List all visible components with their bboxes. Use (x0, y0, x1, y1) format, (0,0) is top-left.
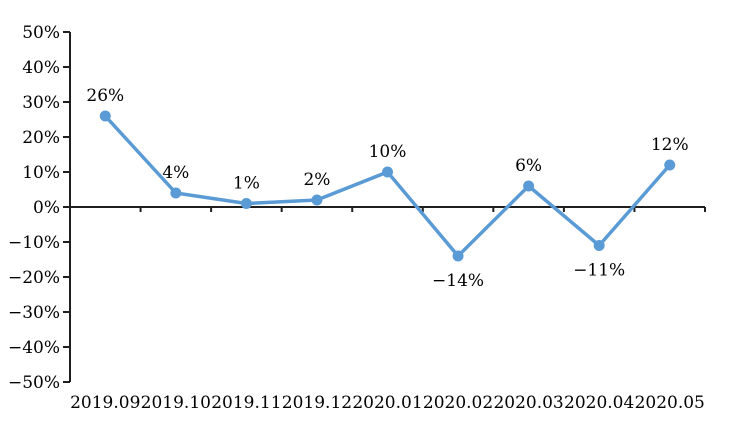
data-point-label: −11% (573, 261, 625, 281)
x-category-label: 2020.04 (564, 393, 634, 413)
data-line (103, 114, 672, 258)
data-point-label: 1% (233, 174, 260, 194)
data-point-label: 26% (86, 86, 124, 106)
data-point-label: 10% (369, 142, 407, 162)
y-tick-label: 20% (22, 128, 60, 148)
data-point-label: 12% (651, 135, 689, 155)
data-point-marker (382, 166, 393, 178)
y-tick-label: −30% (8, 303, 60, 323)
x-category-label: 2019.10 (141, 393, 211, 413)
data-point-marker (99, 110, 111, 122)
x-category-label: 2020.01 (352, 393, 422, 413)
y-tick-label: 40% (22, 58, 60, 78)
y-tick-label: 10% (22, 163, 60, 183)
y-tick-label: 50% (22, 23, 60, 43)
x-category-label: 2020.05 (635, 393, 705, 413)
data-point-label: 6% (515, 156, 542, 176)
y-tick-label: 30% (22, 93, 60, 113)
x-category-label: 2019.11 (211, 393, 281, 413)
data-point-marker (311, 194, 323, 206)
x-category-label: 2019.12 (282, 393, 352, 413)
data-point-label: 4% (162, 163, 189, 183)
data-point-marker (593, 240, 605, 251)
data-point-label: −14% (432, 271, 484, 291)
y-tick-label: −40% (8, 338, 60, 358)
data-point-marker (664, 159, 676, 171)
y-tick-label: 0% (33, 198, 60, 218)
y-tick-label: −20% (8, 268, 60, 288)
y-tick-label: −50% (8, 373, 60, 393)
x-category-label: 2020.02 (423, 393, 493, 413)
data-point-marker (523, 180, 535, 192)
y-tick-label: −10% (8, 233, 60, 253)
data-point-label: 2% (303, 170, 330, 190)
data-point-marker (452, 250, 464, 262)
data-point-marker (240, 198, 252, 209)
x-category-label: 2019.09 (70, 393, 140, 413)
data-point-marker (170, 187, 182, 199)
x-category-label: 2020.03 (493, 393, 563, 413)
